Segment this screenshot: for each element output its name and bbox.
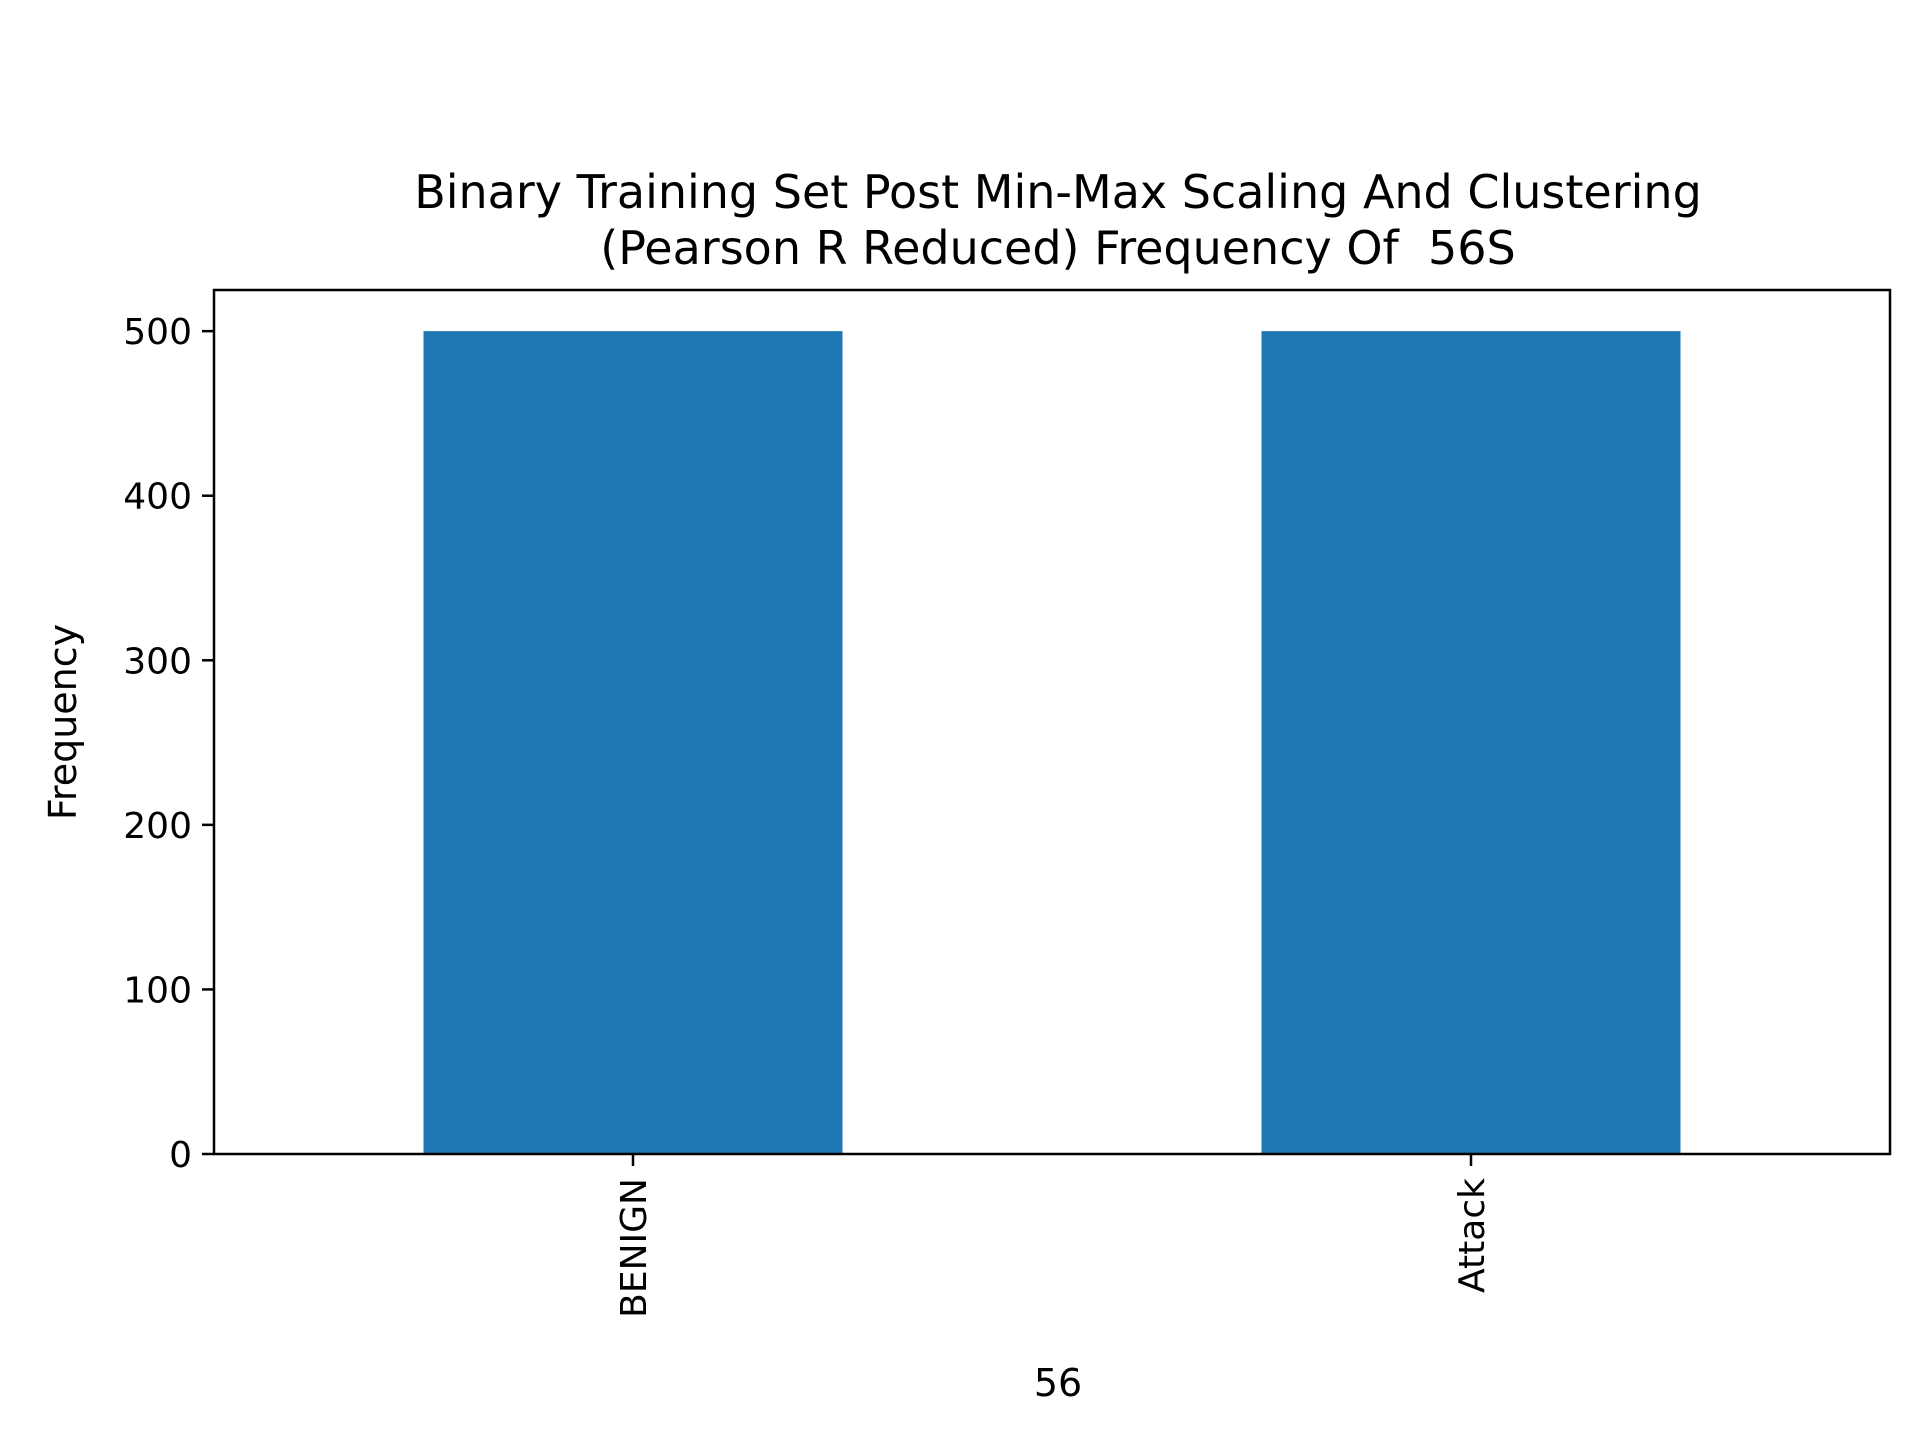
bar-attack (1261, 331, 1681, 1155)
y-axis-label: Frequency (41, 624, 85, 820)
y-tick-label: 200 (123, 806, 192, 847)
chart-subtitle: (Pearson R Reduced) Frequency Of 56S (600, 221, 1515, 275)
chart-title: Binary Training Set Post Min-Max Scaling… (414, 165, 1702, 219)
bar-benign (423, 331, 843, 1155)
bars-layer (423, 331, 1681, 1155)
y-tick-label: 400 (123, 477, 192, 518)
y-tick-label: 500 (123, 312, 192, 353)
x-tick-label: BENIGN (614, 1178, 655, 1318)
x-axis-label: 56 (1034, 1361, 1082, 1405)
y-tick-label: 0 (169, 1135, 192, 1176)
x-axis: BENIGN Attack (614, 1154, 1493, 1318)
x-tick-label: Attack (1452, 1178, 1493, 1293)
y-axis: 0 100 200 300 400 500 (123, 312, 214, 1176)
plot-frame (212, 288, 1892, 1156)
y-tick-label: 300 (123, 641, 192, 682)
y-tick-label: 100 (123, 970, 192, 1011)
